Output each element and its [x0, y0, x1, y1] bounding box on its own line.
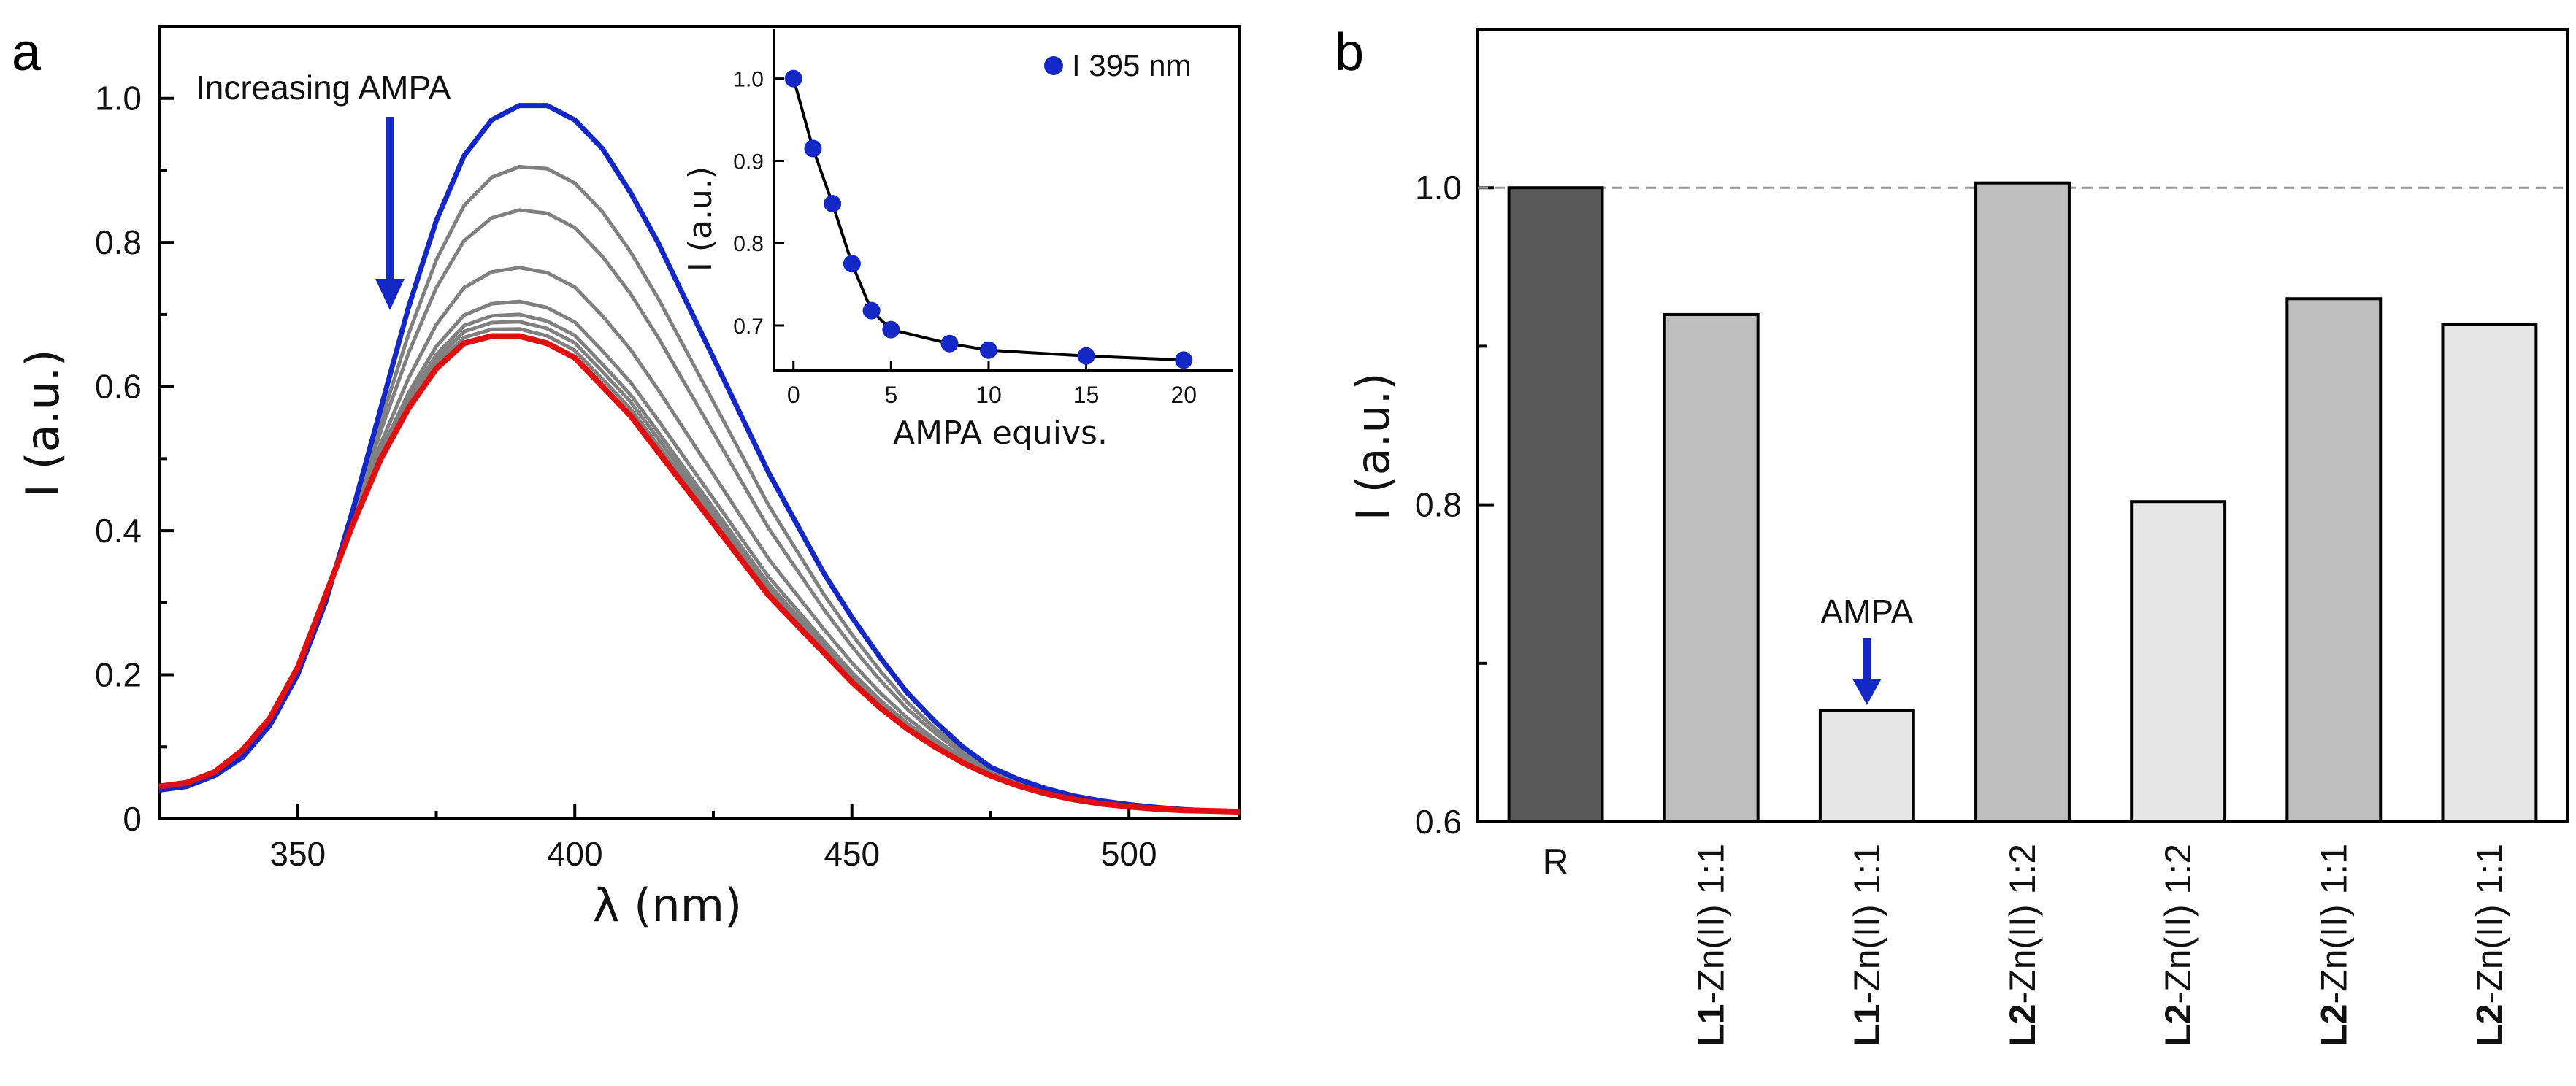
category-label-ligand: L2 — [2469, 1004, 2510, 1046]
increasing-ampa-label: Increasing AMPA — [196, 69, 451, 107]
inset-line — [791, 78, 1184, 362]
category-label-rest: -Zn(II) 1:1 — [1691, 844, 1732, 1004]
panel-a-ytick-label: 1.0 — [95, 80, 142, 118]
category-label: L2-Zn(II) 1:1 — [2313, 844, 2354, 1047]
inset-series — [784, 69, 1193, 369]
category-label-ligand: L2 — [2313, 1004, 2354, 1046]
category-label: L1-Zn(II) 1:1 — [1691, 844, 1732, 1047]
bar — [1818, 709, 1915, 824]
panel-b-bar-chart: 0.60.81.0 RL1-Zn(II) 1:1L1-Zn(II) 1:1L2-… — [1346, 28, 2569, 1047]
panel-a-ytick-label: 0 — [123, 800, 142, 838]
inset-point — [862, 301, 881, 320]
category-label: L2-Zn(II) 1:1 — [2469, 844, 2510, 1047]
increasing-ampa-annotation: Increasing AMPA — [196, 69, 451, 310]
inset-axes — [773, 29, 1233, 372]
category-label: L2-Zn(II) 1:2 — [2158, 844, 2199, 1047]
inset-ytick-label: 0.7 — [733, 315, 764, 339]
panel-a-ytick-label: 0.8 — [95, 223, 142, 261]
panel-a-inset-chart: 0 5 10 15 20 0.7 0.8 0.9 1.0 I 395 nm AMPA equiv… — [682, 28, 1235, 452]
inset-point — [824, 195, 842, 213]
spectrum-final-line — [158, 333, 1241, 815]
inset-xtick-label: 0 — [787, 382, 800, 408]
bar — [1507, 186, 1604, 823]
inset-point — [843, 255, 861, 273]
inset-ytick-label: 0.9 — [733, 150, 764, 174]
panel-a-ytick-label: 0.6 — [95, 368, 142, 406]
panel-b-category-labels: RL1-Zn(II) 1:1L1-Zn(II) 1:1L2-Zn(II) 1:2… — [1543, 842, 2510, 1047]
panel-a-xtick-label: 450 — [824, 835, 880, 873]
inset-point — [1077, 347, 1095, 365]
inset-xlabel: AMPA equivs. — [893, 415, 1108, 452]
ampa-label: AMPA — [1820, 593, 1913, 631]
category-label-rest: -Zn(II) 1:1 — [2469, 844, 2510, 1004]
inset-point — [940, 334, 959, 353]
inset-frame — [771, 28, 1235, 371]
category-label-ligand: L1 — [1691, 1004, 1732, 1046]
inset-xtick-label: 20 — [1170, 382, 1197, 408]
inset-legend-label: I 395 nm — [1072, 48, 1191, 82]
bar — [2130, 500, 2227, 823]
bar — [2285, 297, 2383, 823]
category-label-rest: -Zn(II) 1:2 — [2158, 844, 2199, 1004]
panel-label-b: b — [1335, 23, 1364, 82]
inset-point — [804, 139, 822, 158]
panel-a-xtick-label: 500 — [1101, 835, 1157, 873]
category-label-rest: -Zn(II) 1:2 — [2002, 844, 2043, 1004]
panel-b-ylabel: I (a.u.) — [1346, 372, 1400, 520]
panel-a-ytick-label: 0.4 — [95, 512, 142, 550]
inset-ticks: 0 5 10 15 20 0.7 0.8 0.9 1.0 — [733, 68, 1197, 408]
panel-b-bars — [1507, 181, 2538, 824]
panel-a-frame — [158, 25, 1241, 820]
ampa-arrowhead — [1852, 678, 1882, 705]
panel-b-ytick-label: 0.6 — [1415, 803, 1462, 841]
panel-a-xtick-label: 350 — [269, 835, 326, 873]
panel-a-series — [158, 103, 1241, 815]
panel-a-ytick-label: 0.2 — [95, 656, 142, 694]
category-label-ligand: L1 — [1847, 1004, 1887, 1046]
panel-a-ylabel: I (a.u.) — [16, 349, 69, 497]
inset-point — [979, 341, 997, 359]
inset-ytick-label: 1.0 — [733, 68, 764, 92]
category-label-ligand: L2 — [2158, 1004, 2199, 1046]
inset-xtick-label: 5 — [884, 382, 897, 408]
panel-a-spectra-chart: 350 400 450 500 0 0.2 0.4 0.6 0.8 1.0 Increasing … — [16, 25, 1241, 932]
panel-b-ytick-label: 1.0 — [1415, 169, 1462, 207]
bar — [1974, 181, 2071, 823]
inset-point — [1175, 351, 1193, 369]
category-label: L1-Zn(II) 1:1 — [1847, 844, 1887, 1047]
panel-label-a: a — [12, 23, 42, 82]
category-label-ligand: L2 — [2002, 1004, 2043, 1046]
inset-xtick-label: 10 — [975, 382, 1002, 408]
panel-a-xtick-label: 400 — [547, 835, 603, 873]
inset-legend-marker — [1044, 56, 1063, 75]
panel-a-ticks: 350 400 450 500 0 0.2 0.4 0.6 0.8 1.0 — [95, 80, 1157, 873]
category-label-rest: -Zn(II) 1:1 — [2313, 844, 2354, 1004]
inset-ylabel: I (a.u.) — [682, 166, 719, 272]
ampa-annotation: AMPA — [1820, 593, 1914, 705]
category-label: L2-Zn(II) 1:2 — [2002, 844, 2043, 1047]
inset-point — [784, 69, 802, 88]
bar — [1663, 312, 1760, 823]
panel-b-ytick-label: 0.8 — [1415, 486, 1462, 524]
inset-xtick-label: 15 — [1073, 382, 1100, 408]
panel-a-xlabel: λ (nm) — [593, 879, 742, 932]
category-label-rest: -Zn(II) 1:1 — [1847, 844, 1887, 1004]
inset-ytick-label: 0.8 — [733, 232, 764, 256]
inset-point — [882, 320, 900, 339]
bar — [2441, 322, 2538, 823]
increasing-ampa-arrowhead — [375, 279, 405, 310]
category-label: R — [1543, 842, 1569, 882]
